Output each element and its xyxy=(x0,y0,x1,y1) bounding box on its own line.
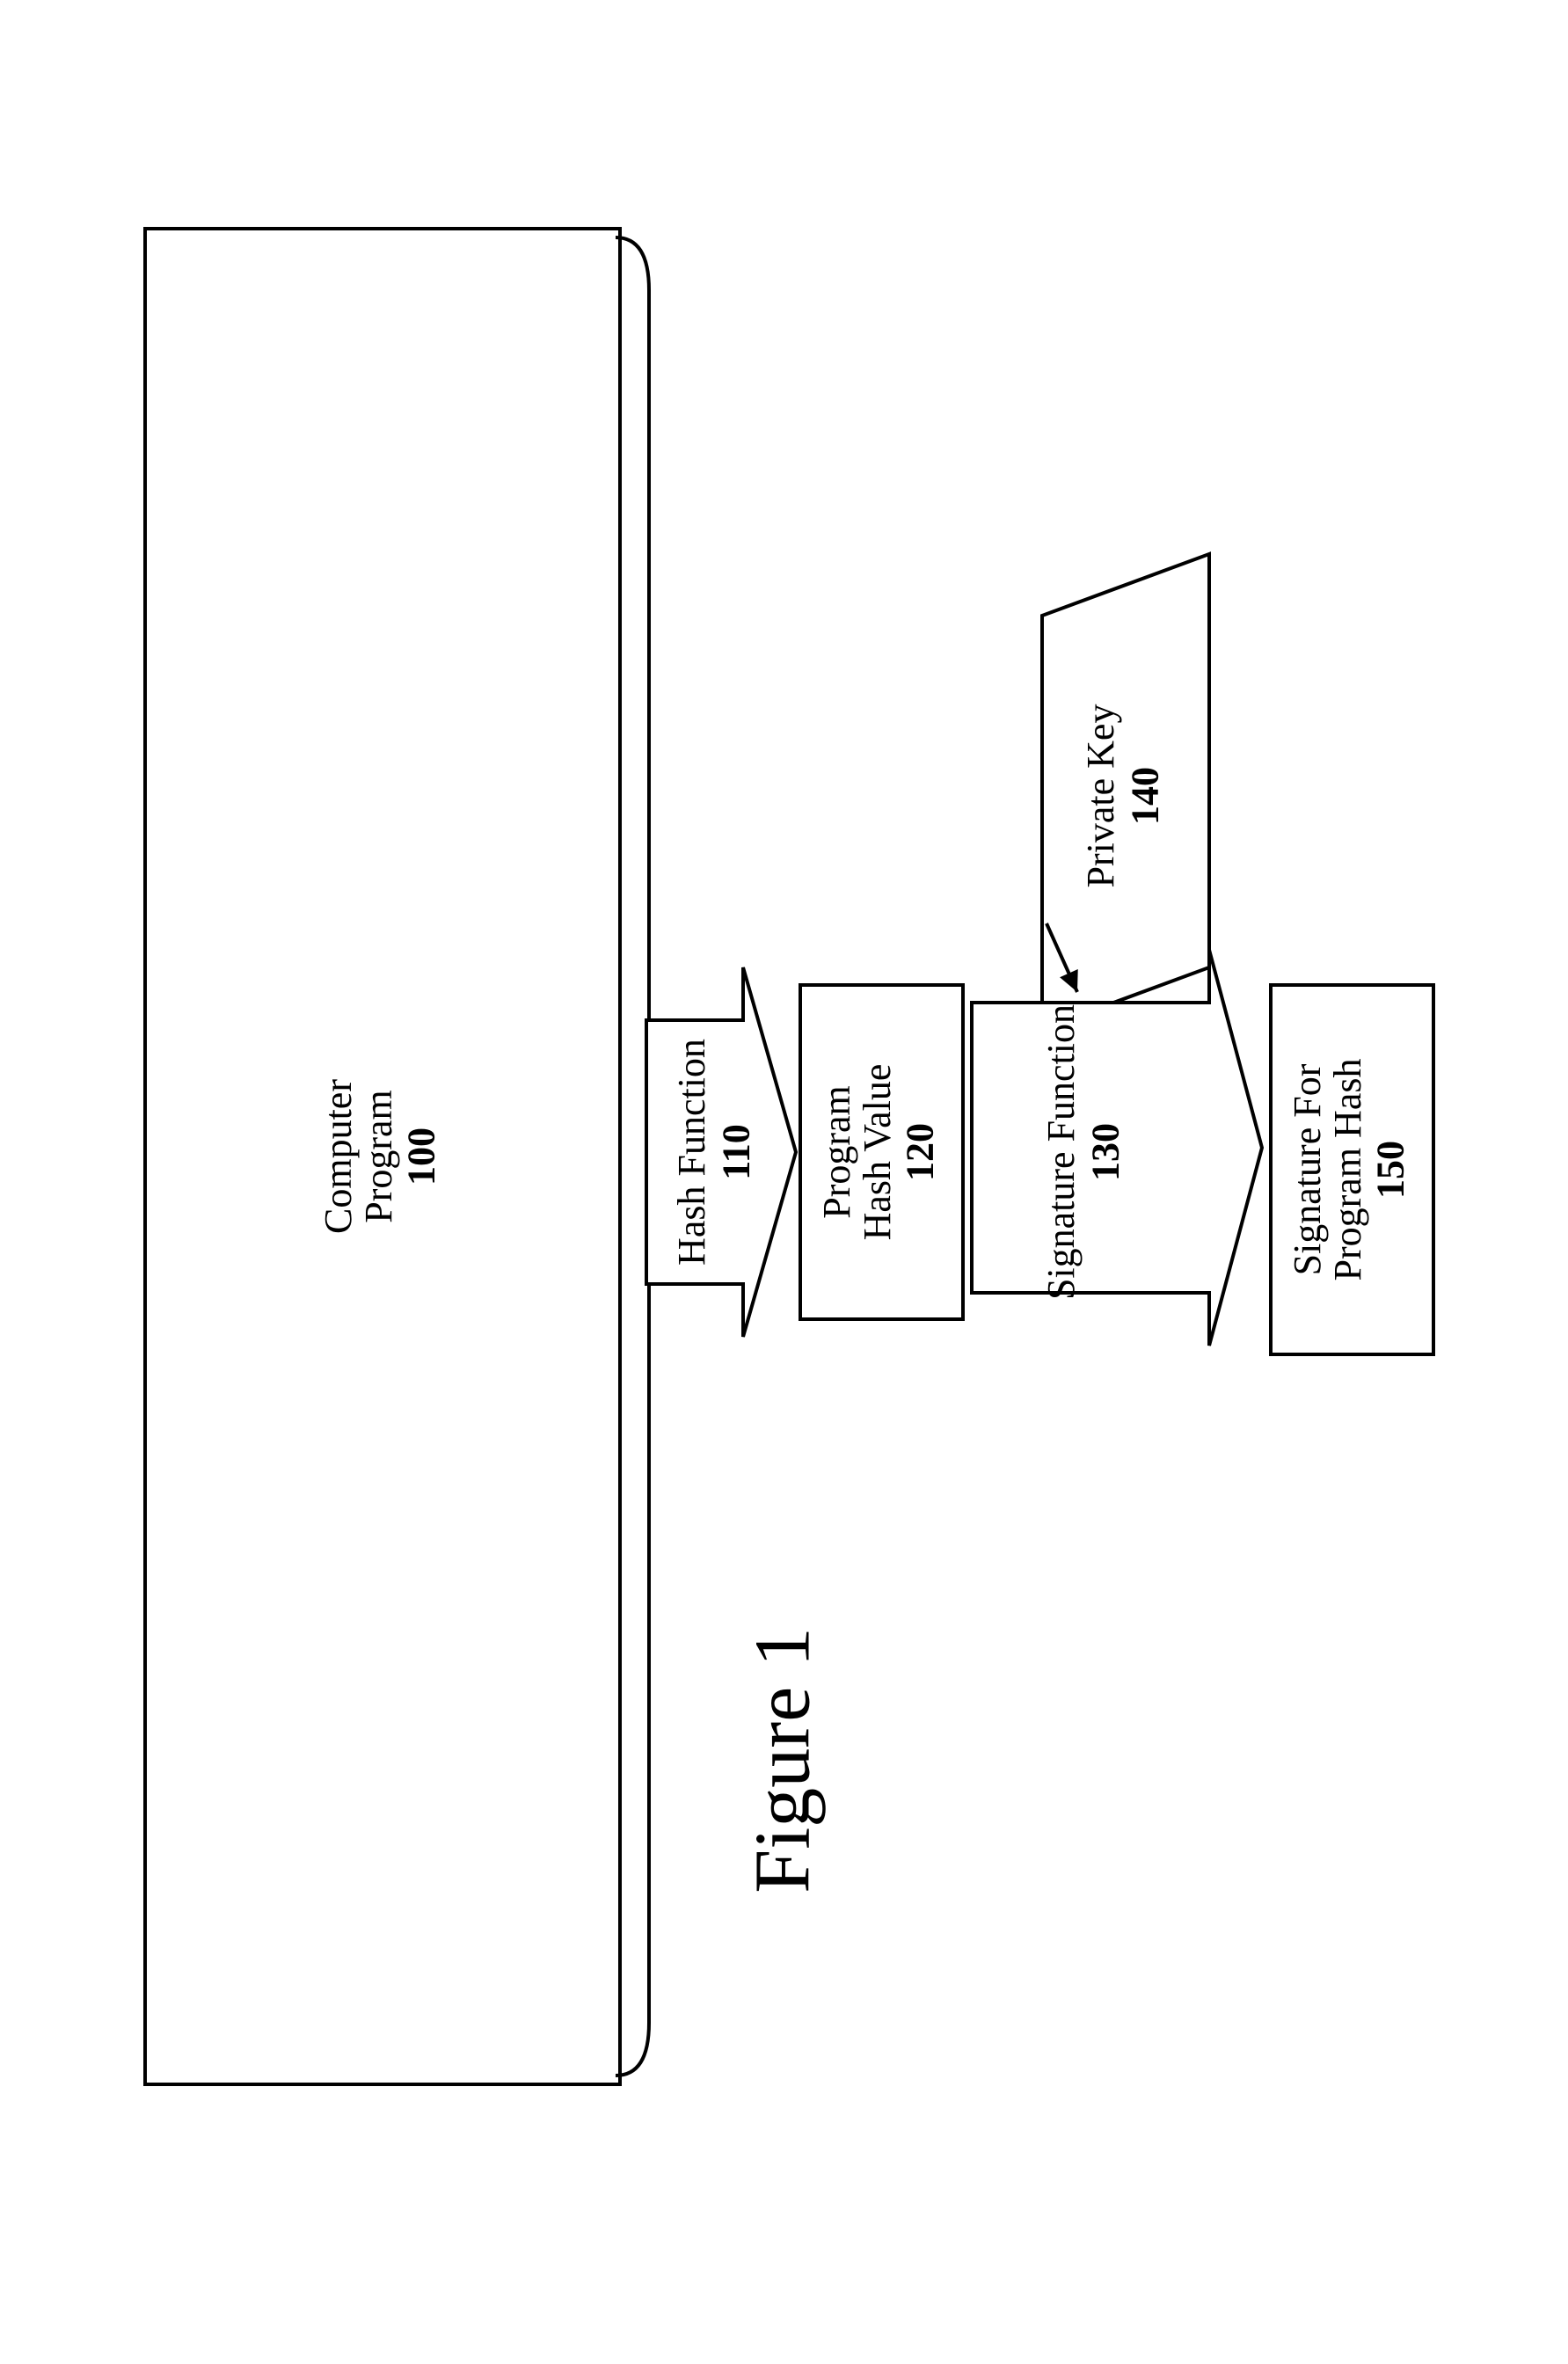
svg-text:140: 140 xyxy=(1123,767,1166,825)
svg-text:100: 100 xyxy=(399,1127,442,1186)
caption-text: Figure 1 xyxy=(740,1627,827,1893)
flow-diagram: ComputerProgram100ProgramHash Value120Si… xyxy=(0,0,1568,2364)
svg-text:110: 110 xyxy=(714,1124,757,1180)
svg-text:Signature For: Signature For xyxy=(1286,1063,1329,1275)
svg-text:Private Key: Private Key xyxy=(1079,704,1122,888)
svg-text:150: 150 xyxy=(1368,1141,1411,1199)
svg-text:Signature Function: Signature Function xyxy=(1039,1004,1083,1300)
svg-text:Hash Value: Hash Value xyxy=(856,1064,899,1241)
svg-text:Computer: Computer xyxy=(317,1079,360,1234)
svg-text:Hash Function: Hash Function xyxy=(670,1039,713,1266)
svg-text:Program: Program xyxy=(357,1090,400,1223)
svg-text:120: 120 xyxy=(898,1123,941,1181)
figure-caption: Figure 1 xyxy=(738,1585,828,1937)
svg-text:130: 130 xyxy=(1083,1123,1127,1181)
svg-text:Program Hash: Program Hash xyxy=(1326,1059,1369,1281)
svg-text:Program: Program xyxy=(815,1085,858,1219)
